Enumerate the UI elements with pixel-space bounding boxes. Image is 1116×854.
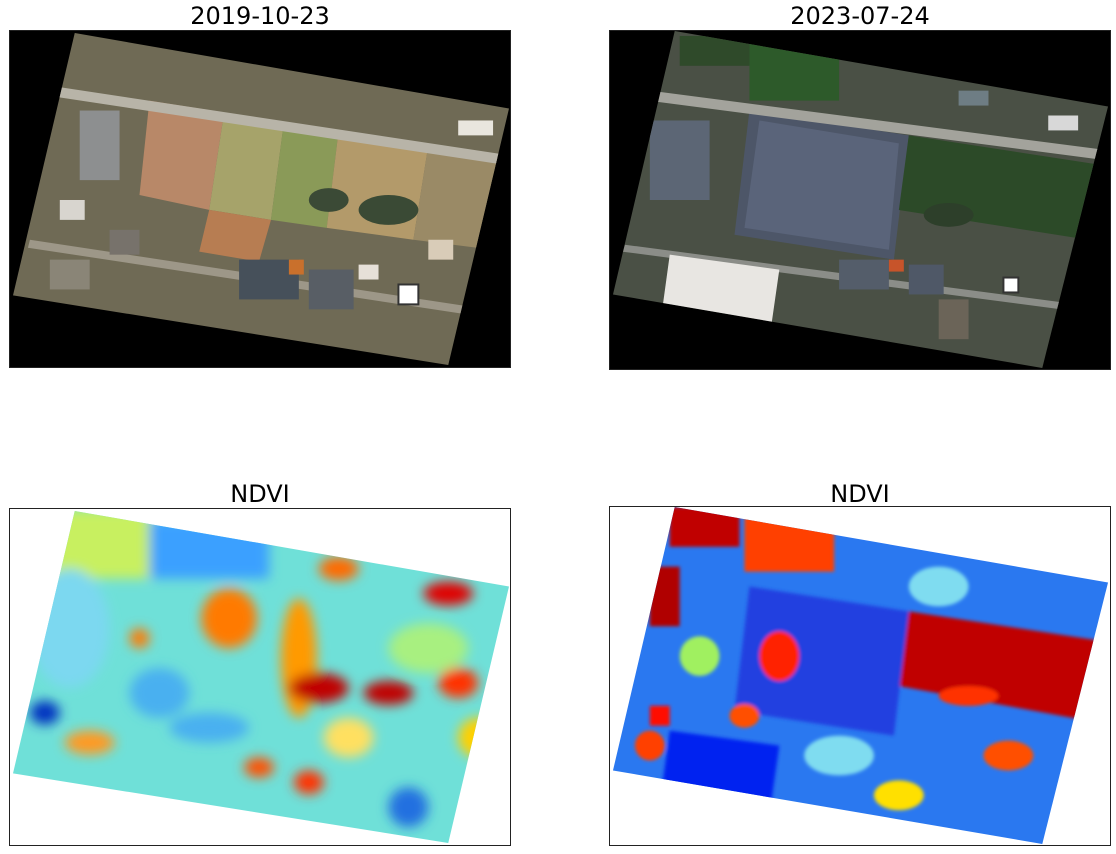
panel-title: 2019-10-23 [190, 2, 330, 30]
ndvi-heatmap-2019 [9, 508, 511, 846]
satellite-image-2023-svg [610, 31, 1110, 369]
satellite-image-2019 [9, 30, 511, 368]
panel-2023-rgb: 2023-07-24 [609, 0, 1111, 370]
ndvi-heatmap-2019-svg [10, 509, 510, 845]
panel-ndvi-2023: NDVI [609, 478, 1111, 846]
ndvi-heatmap-2023-svg [610, 507, 1110, 845]
satellite-image-2023 [609, 30, 1111, 370]
panel-2019-rgb: 2019-10-23 [9, 0, 511, 368]
ndvi-heatmap-2023 [609, 506, 1111, 846]
panel-title: 2023-07-24 [790, 2, 930, 30]
panel-title: NDVI [830, 480, 890, 508]
panel-title: NDVI [230, 480, 290, 508]
panel-ndvi-2019: NDVI [9, 478, 511, 846]
satellite-image-2019-svg [10, 31, 510, 367]
